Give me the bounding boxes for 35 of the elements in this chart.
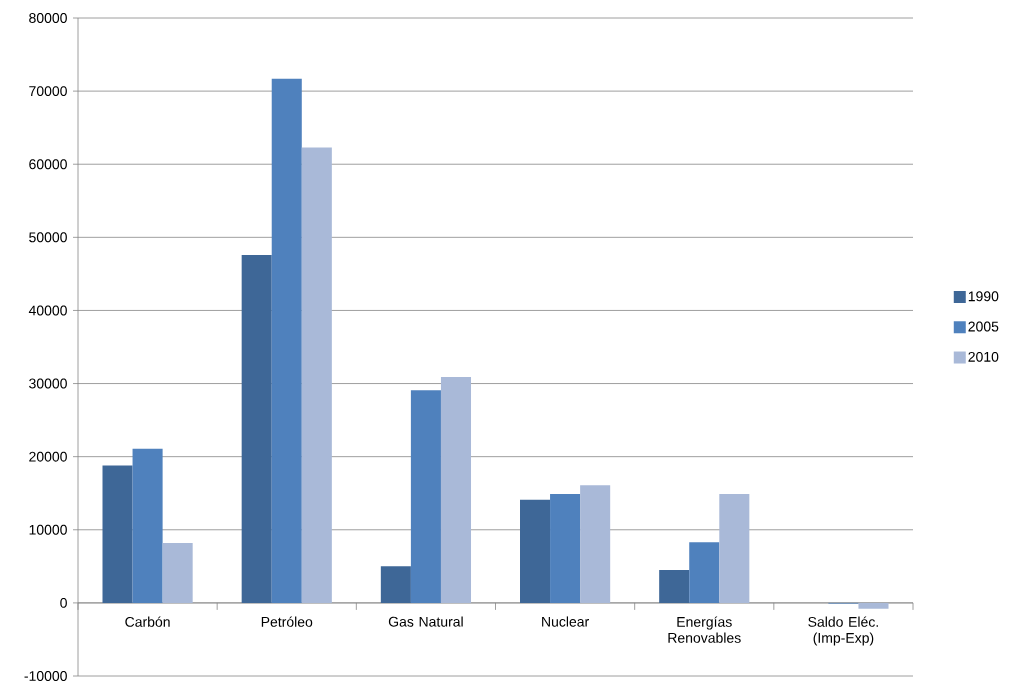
bar	[550, 493, 581, 603]
y-tick-label: 0	[60, 597, 67, 608]
bar	[410, 390, 441, 603]
legend-label: 2005	[968, 321, 999, 332]
y-tick-label: 70000	[29, 86, 67, 97]
bar	[301, 147, 332, 603]
bar	[380, 566, 411, 603]
x-tick-label: Petróleo	[261, 616, 313, 627]
y-tick-label: 20000	[29, 451, 67, 462]
y-tick-label: 80000	[29, 13, 67, 23]
legend-label: 1990	[968, 291, 999, 302]
bar	[580, 485, 611, 603]
x-tick-label: Nuclear	[542, 616, 589, 627]
bar	[271, 78, 302, 603]
x-tick-label: Carbón	[125, 616, 170, 627]
bar	[858, 602, 889, 609]
bar	[520, 499, 551, 603]
bar	[102, 465, 133, 603]
y-tick-label: 60000	[29, 159, 67, 170]
y-tick-label: -10000	[24, 671, 67, 681]
x-tick-label: Energías Renovables	[668, 616, 741, 643]
x-tick-label: Gas Natural	[388, 616, 463, 627]
bar	[132, 448, 163, 603]
y-tick-label: 10000	[29, 524, 67, 535]
legend-label: 2010	[968, 351, 999, 362]
bar	[659, 569, 690, 603]
bar	[719, 493, 750, 603]
y-tick-label: 50000	[29, 232, 67, 243]
bar	[241, 254, 272, 603]
bar	[440, 376, 472, 603]
bar	[162, 542, 193, 603]
y-tick-label: 30000	[29, 378, 67, 389]
y-tick-label: 40000	[28, 305, 67, 316]
bar	[689, 542, 720, 603]
x-tick-label: Saldo Eléc. (Imp-Exp)	[808, 616, 878, 646]
